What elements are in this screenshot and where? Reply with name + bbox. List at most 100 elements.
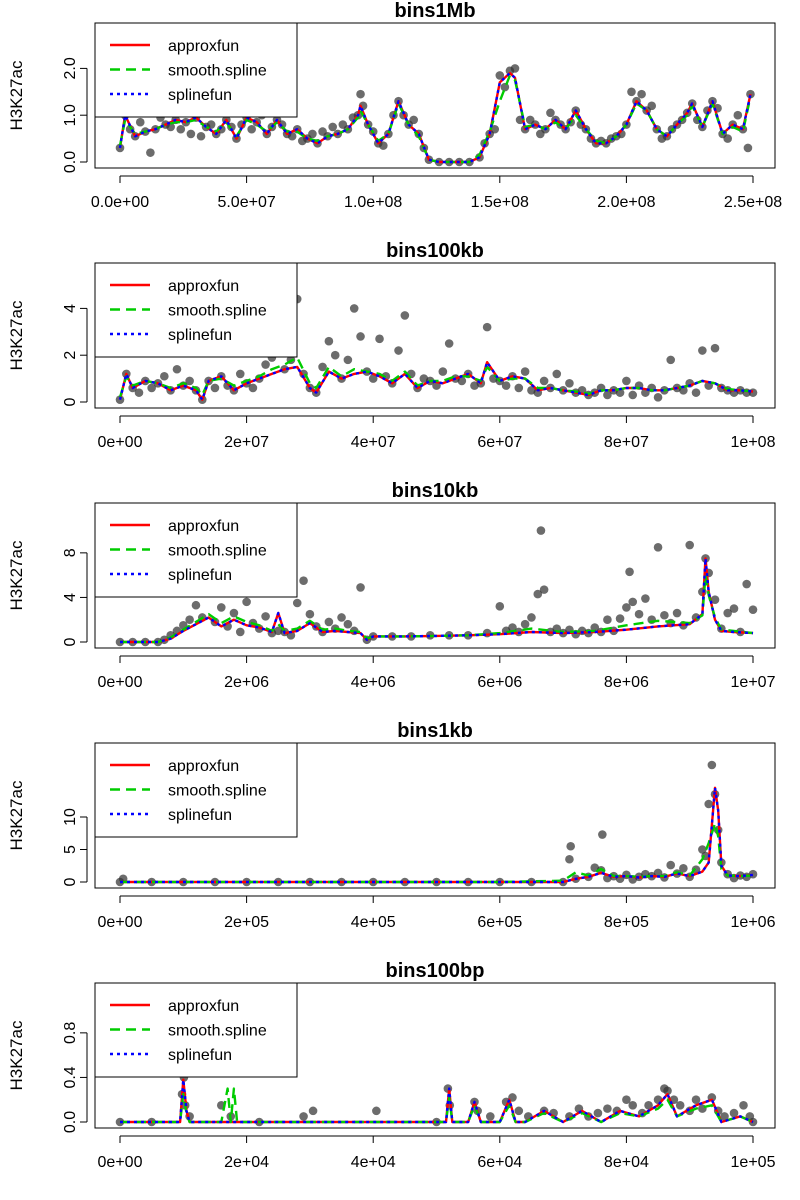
data-point (590, 623, 600, 632)
x-tick-label: 1e+08 (731, 434, 776, 451)
chart-panel-bins1kb: bins1kb approxfun smooth.spline splinefun 0e… (7, 720, 776, 931)
data-point (748, 605, 758, 614)
data-point (739, 1100, 748, 1110)
data-point (622, 376, 631, 386)
x-tick-label: 2e+05 (224, 914, 269, 931)
data-point (748, 388, 758, 397)
data-point (628, 390, 638, 400)
y-tick-label: 4 (62, 593, 79, 602)
data-point (603, 1104, 612, 1113)
legend-label: splinefun (168, 567, 232, 584)
data-point (743, 143, 753, 153)
data-point (603, 615, 612, 625)
data-point (356, 583, 365, 592)
x-tick-label: 0e+00 (98, 914, 143, 931)
legend-label: splinefun (168, 1047, 232, 1064)
data-point (653, 393, 663, 402)
chart-panel-bins1Mb: bins1Mb approxfun smooth.spline splinefun 0.… (7, 0, 782, 211)
data-point (691, 1095, 701, 1105)
data-point (565, 378, 574, 388)
legend-label: approxfun (168, 758, 239, 775)
data-point (324, 617, 334, 627)
x-tick-label: 0.0e+00 (91, 194, 149, 211)
x-tick-label: 2.0e+08 (597, 194, 655, 211)
data-point (539, 585, 549, 594)
data-point (261, 612, 270, 621)
x-tick-label: 0e+00 (98, 674, 143, 691)
data-point (349, 304, 359, 313)
data-point (593, 1108, 603, 1118)
series-line-smooth.spline (118, 74, 752, 164)
data-point (603, 390, 612, 400)
x-tick-label: 8e+06 (604, 674, 649, 691)
legend-label: smooth.spline (168, 303, 267, 320)
chart-title: bins100kb (386, 240, 484, 262)
x-tick-label: 4e+06 (351, 674, 396, 691)
data-point (733, 110, 743, 120)
series-line-smooth.spline (120, 573, 754, 644)
data-point (235, 627, 245, 637)
data-point (565, 854, 574, 864)
data-point (720, 1112, 729, 1121)
chart-title: bins1kb (397, 720, 473, 742)
y-tick-label: 0.4 (62, 1066, 79, 1088)
data-point (146, 148, 155, 157)
x-tick-label: 8e+04 (604, 1154, 649, 1171)
data-point (514, 1106, 524, 1116)
data-point (707, 760, 717, 770)
y-axis-label: H3K27ac (7, 540, 26, 610)
data-point (634, 609, 644, 619)
y-tick-label: 2 (62, 351, 79, 360)
data-point (672, 608, 682, 618)
data-point (729, 604, 739, 613)
y-tick-label: 10 (62, 808, 79, 826)
data-point (438, 367, 448, 376)
chart-title: bins1Mb (394, 0, 475, 22)
data-point (206, 120, 216, 129)
data-point (675, 1100, 685, 1110)
plot-frame (94, 742, 776, 889)
x-tick-label: 2e+04 (224, 1154, 269, 1171)
data-point (666, 860, 676, 870)
data-point (368, 374, 378, 383)
chart-panel-bins10kb: bins10kb approxfun smooth.spline splinefun 0… (7, 480, 776, 691)
legend-label: approxfun (168, 278, 239, 295)
x-tick-label: 4e+05 (351, 914, 396, 931)
data-point (308, 1106, 318, 1116)
legend-label: smooth.spline (168, 783, 267, 800)
data-point (628, 1100, 638, 1110)
data-point (343, 355, 353, 365)
y-tick-label: 0 (62, 637, 79, 646)
data-point (698, 845, 707, 854)
data-point (400, 311, 410, 320)
legend-label: splinefun (168, 327, 232, 344)
y-axis-label: H3K27ac (7, 300, 26, 370)
plot-frame (94, 22, 776, 169)
y-tick-label: 0 (62, 877, 79, 886)
data-point (598, 830, 607, 839)
data-point (520, 367, 530, 376)
legend-label: splinefun (168, 807, 232, 824)
data-point (299, 1112, 308, 1121)
data-point (457, 376, 467, 386)
data-point (533, 589, 543, 599)
x-tick-label: 1.0e+08 (344, 194, 402, 211)
series-line-splinefun (118, 361, 754, 401)
data-point (330, 350, 340, 360)
data-point (644, 1100, 653, 1110)
data-point (305, 609, 315, 619)
data-point (520, 619, 530, 629)
y-axis-label: H3K27ac (7, 1020, 26, 1090)
data-point (653, 542, 663, 552)
data-point (191, 600, 201, 610)
data-point (160, 371, 169, 381)
plot-frame (94, 262, 776, 409)
data-point (134, 388, 144, 397)
data-point (628, 597, 638, 607)
y-tick-label: 0.8 (62, 1022, 79, 1044)
data-point (539, 376, 549, 386)
data-point (292, 598, 302, 608)
data-point (372, 1106, 381, 1116)
data-point (185, 615, 194, 625)
x-tick-label: 8e+05 (604, 914, 649, 931)
